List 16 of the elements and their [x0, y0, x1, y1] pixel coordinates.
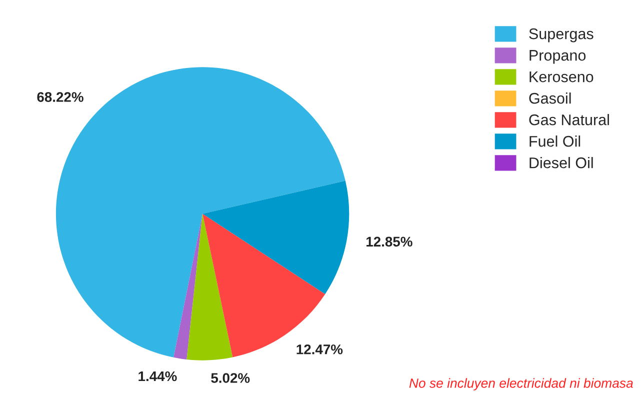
legend-label: Gasoil: [529, 92, 571, 104]
text: No se incluyen electricidad ni biomasa: [409, 378, 633, 390]
legend-label: Gas Natural: [529, 114, 609, 126]
data-label: 12.47%: [296, 344, 343, 354]
data-label: 5.02%: [211, 373, 250, 383]
data-label: 1.44%: [138, 371, 177, 382]
data-label: 12.85%: [366, 236, 412, 247]
pie-slice: [186, 214, 233, 360]
legend-label: Diesel Oil: [530, 157, 593, 168]
legend-label: Fuel Oil: [530, 136, 580, 147]
pie-slice: [174, 214, 203, 360]
legend-label: Keroseno: [530, 72, 594, 82]
data-label: 68.22%: [37, 92, 84, 102]
legend-label: Supergas: [529, 28, 594, 42]
pie-slice: [202, 180, 350, 294]
legend-label: Propano: [530, 50, 586, 64]
